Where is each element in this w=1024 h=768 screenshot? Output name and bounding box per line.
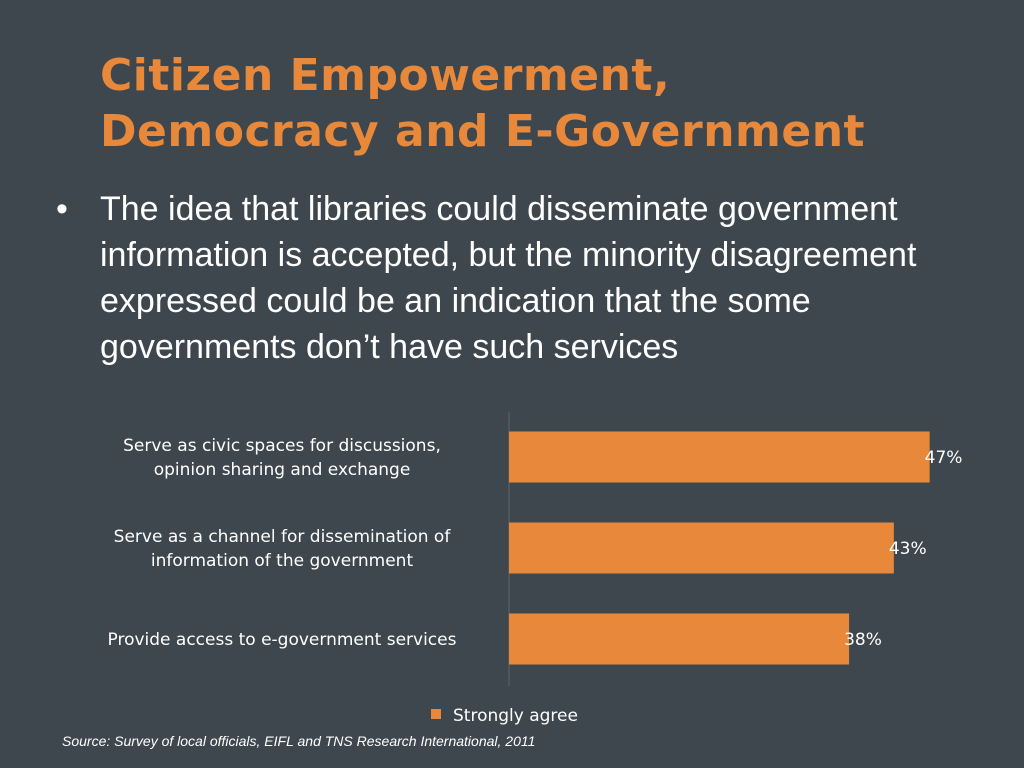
bullet-point: • The idea that libraries could dissemin… (56, 186, 986, 370)
bar-2 (509, 522, 894, 574)
legend-swatch (431, 709, 441, 719)
source-note: Source: Survey of local officials, EIFL … (62, 733, 536, 749)
bullet-text: The idea that libraries could disseminat… (100, 190, 917, 366)
category-label-1-2: opinion sharing and exchange (154, 460, 411, 480)
title-line-2: Democracy and E-Government (100, 106, 866, 157)
slide-title: Citizen Empowerment, Democracy and E-Gov… (100, 48, 1000, 160)
value-label-1: 47% (925, 448, 963, 468)
title-line-1: Citizen Empowerment, (100, 50, 671, 101)
bar-1 (509, 431, 930, 483)
category-label-2-1: Serve as a channel for dissemination of (114, 527, 452, 547)
value-label-2: 43% (889, 539, 927, 559)
bullet-icon: • (56, 190, 68, 228)
category-label-3-1: Provide access to e-government services (108, 630, 457, 650)
category-label-1-1: Serve as civic spaces for discussions, (123, 436, 441, 456)
bar-3 (509, 613, 850, 665)
legend-label: Strongly agree (453, 706, 578, 726)
value-label-3: 38% (844, 630, 882, 650)
category-label-2-2: information of the government (151, 551, 414, 571)
